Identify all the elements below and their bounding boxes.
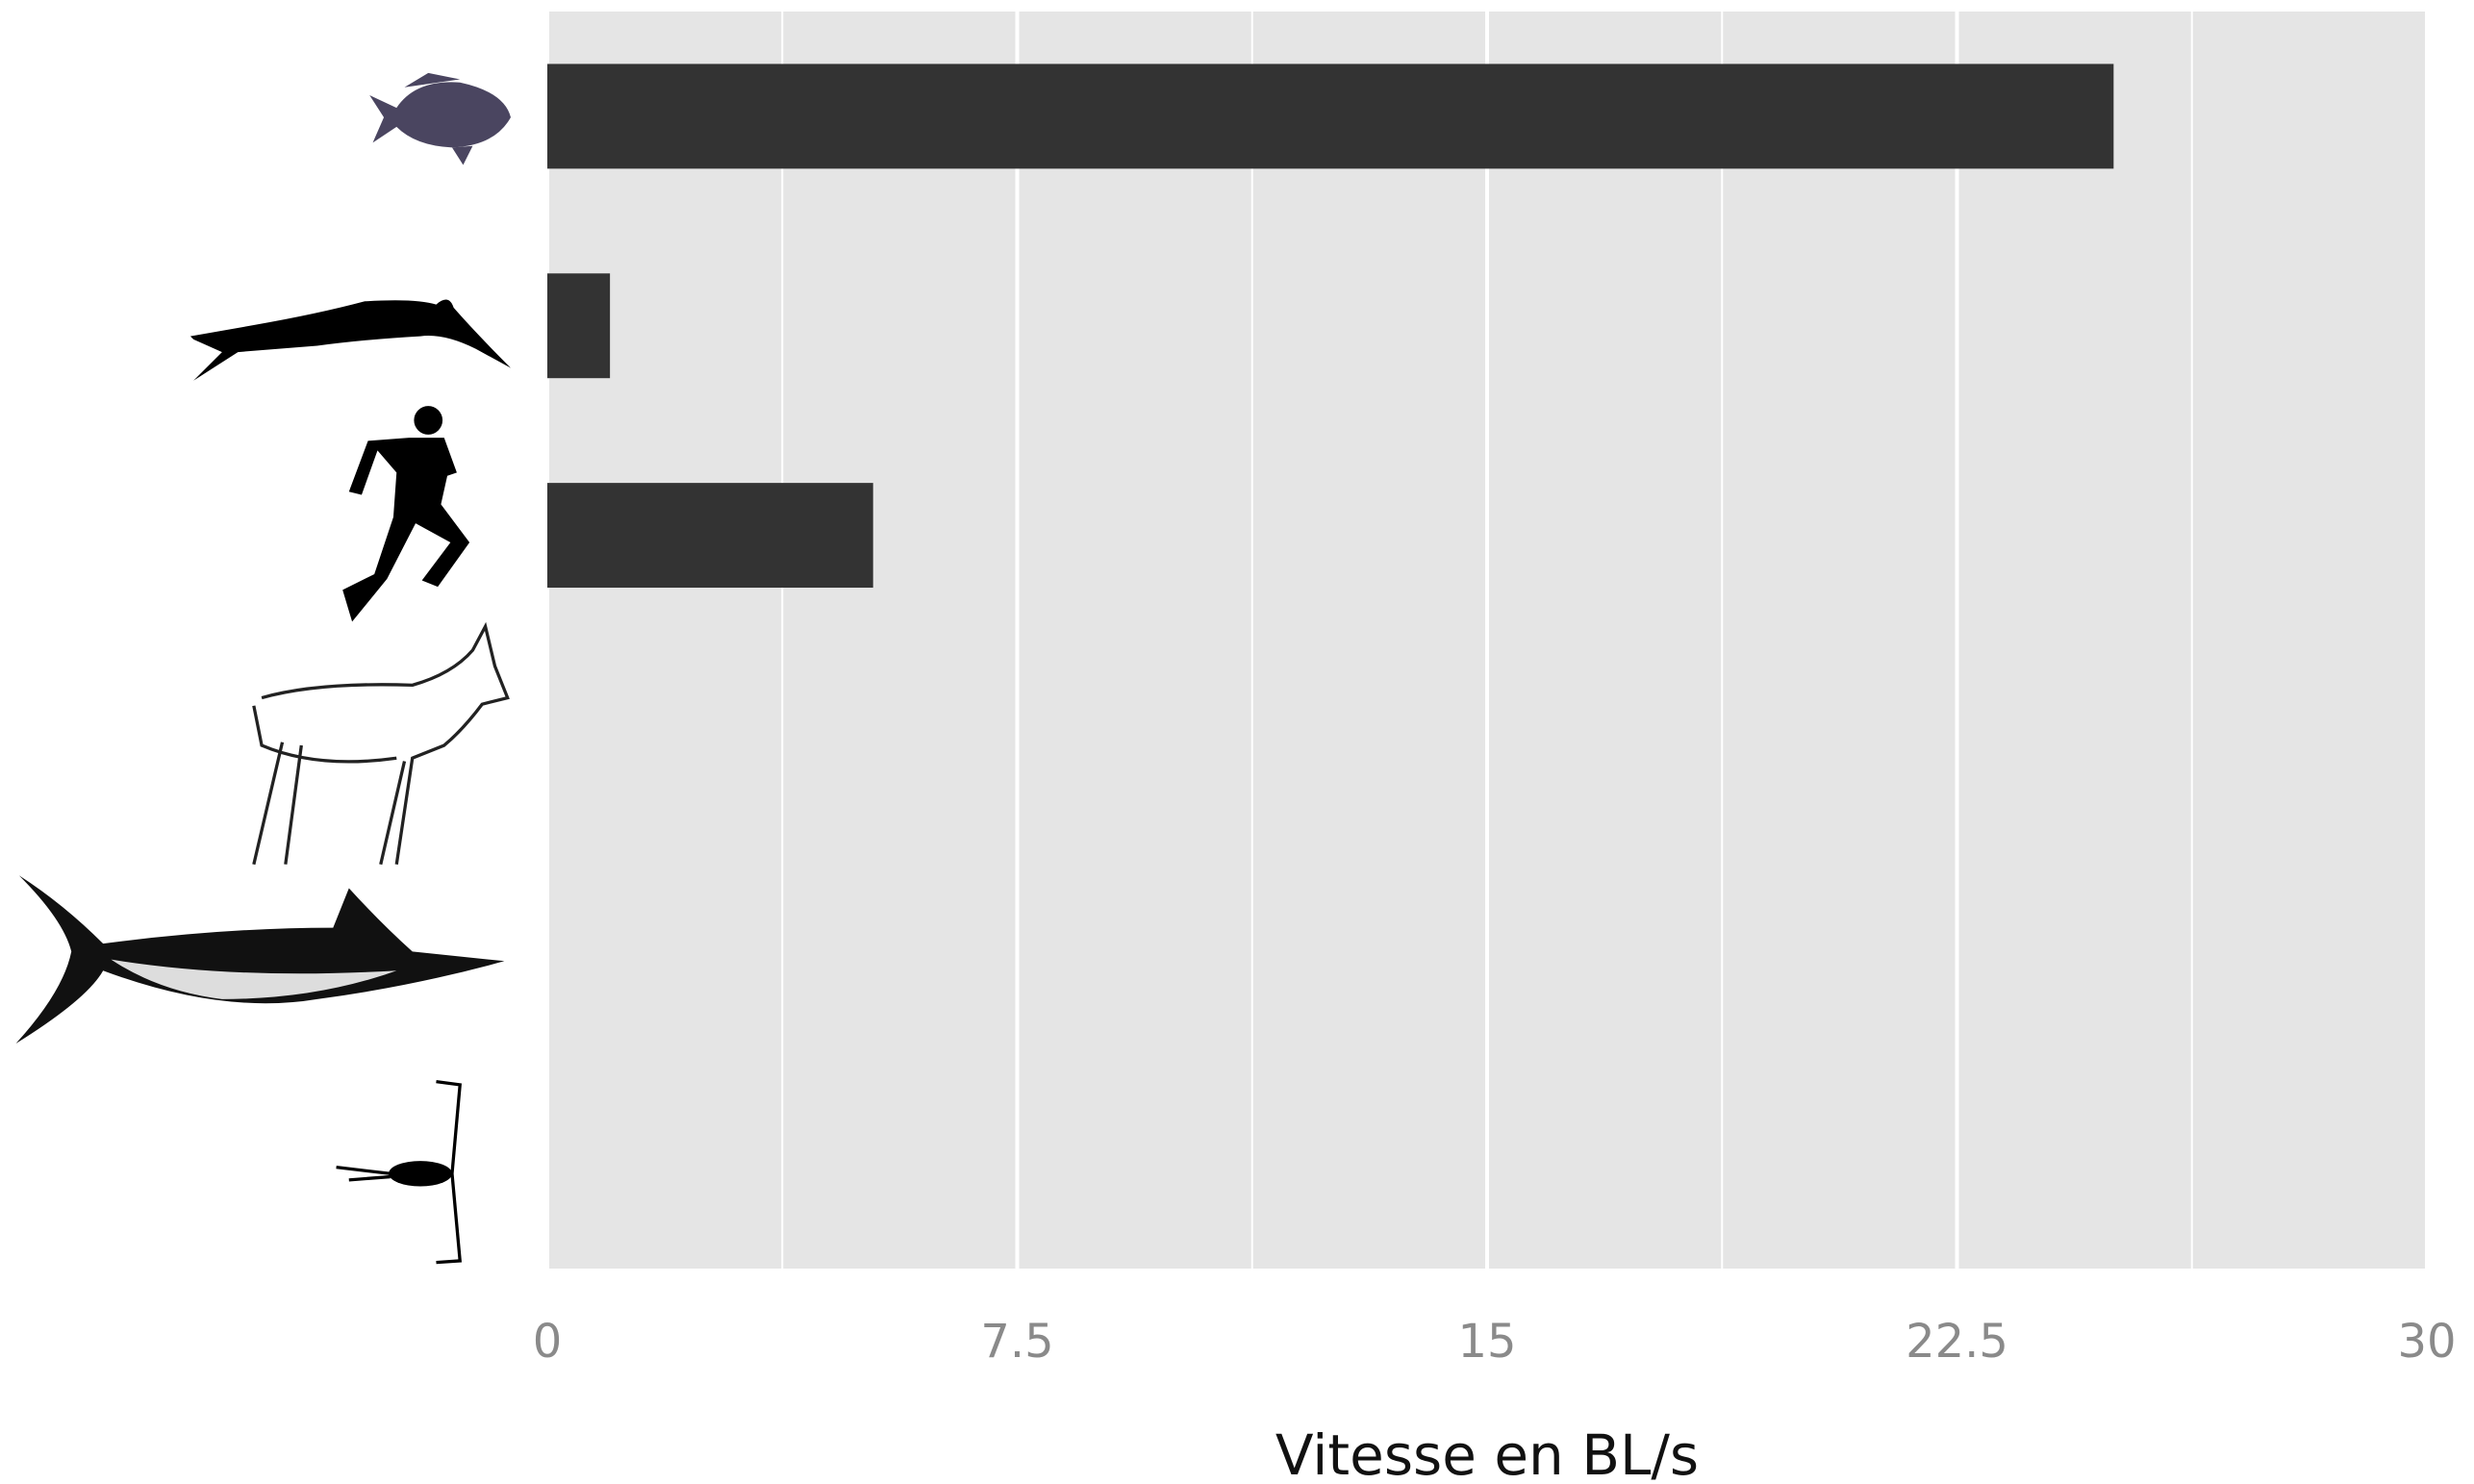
- marlin-icon: [15, 875, 504, 1044]
- x-tick-label: 15: [1457, 1315, 1516, 1369]
- swimmer-icon: [190, 300, 511, 381]
- x-tick-label: 7.5: [980, 1315, 1053, 1369]
- antelope-icon: [254, 626, 508, 864]
- bar: [547, 63, 2113, 168]
- bar: [547, 273, 610, 378]
- copepod-icon: [337, 1082, 461, 1263]
- x-tick-label: 30: [2397, 1315, 2456, 1369]
- runner-icon: [342, 406, 469, 621]
- chart: Vitesse en BL/s 0 7.5 15 22.5 30: [0, 0, 2474, 1484]
- x-tick-label: 22.5: [1906, 1315, 2008, 1369]
- bar: [547, 483, 873, 588]
- fish-icon: [369, 73, 511, 165]
- icons: [15, 73, 510, 1263]
- x-axis-label: Vitesse en BL/s: [1275, 1422, 1699, 1484]
- x-tick-label: 0: [533, 1315, 563, 1369]
